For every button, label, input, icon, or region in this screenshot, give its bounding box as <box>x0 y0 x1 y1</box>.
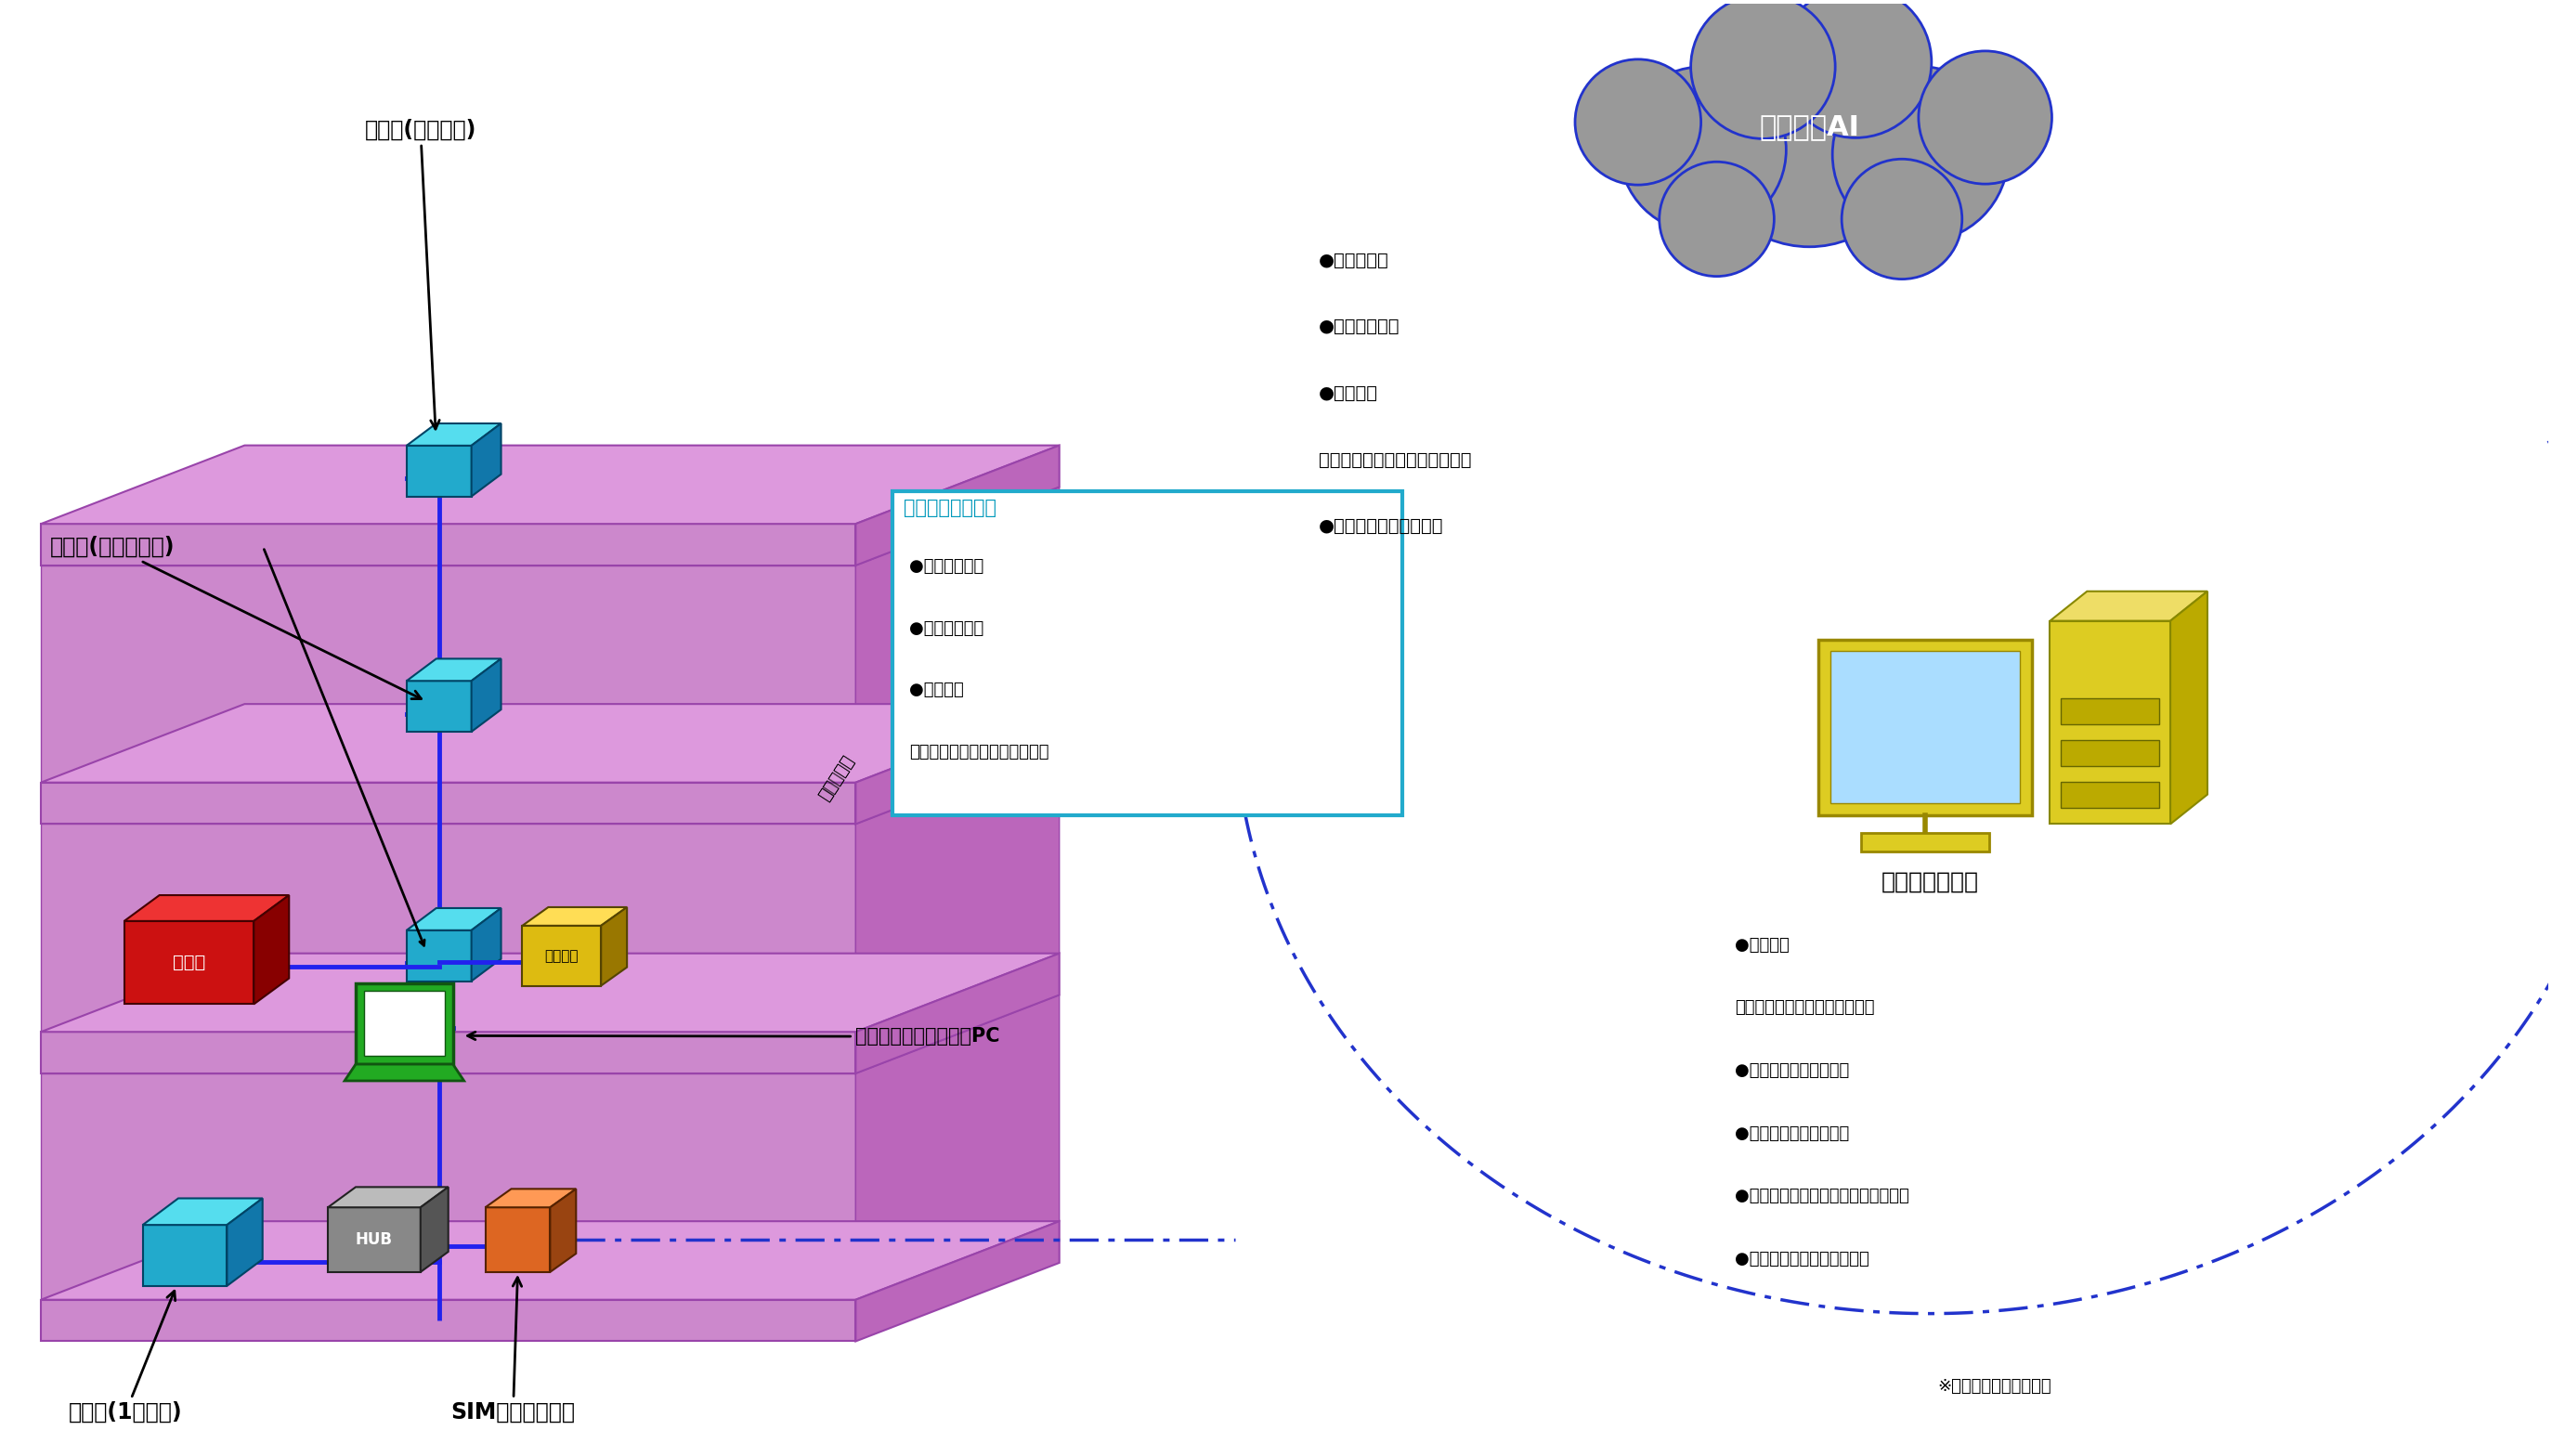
Polygon shape <box>2169 591 2207 824</box>
Text: ●簡易分析: ●簡易分析 <box>1735 936 1789 954</box>
Polygon shape <box>41 954 1059 1032</box>
FancyBboxPatch shape <box>2062 740 2159 766</box>
Text: （震度計算、応答予測など）: （震度計算、応答予測など） <box>1735 1000 1876 1016</box>
Polygon shape <box>406 424 500 446</box>
Polygon shape <box>855 705 1059 824</box>
Text: 制御・分析ソフト搭載PC: 制御・分析ソフト搭載PC <box>467 1028 1000 1045</box>
Text: 防災監視室: 防災監視室 <box>817 753 857 804</box>
Polygon shape <box>41 1300 855 1341</box>
Text: ●適宜遠隔操作（作動確認）: ●適宜遠隔操作（作動確認） <box>1735 1251 1871 1268</box>
Polygon shape <box>485 1207 551 1273</box>
Text: ●地震動の計測: ●地震動の計測 <box>909 558 985 575</box>
FancyBboxPatch shape <box>1860 833 1988 852</box>
Polygon shape <box>523 926 602 986</box>
FancyBboxPatch shape <box>1830 651 2019 802</box>
Text: ●データの記録: ●データの記録 <box>909 620 985 636</box>
Text: モニター: モニター <box>544 949 579 962</box>
Polygon shape <box>855 994 1059 1300</box>
Polygon shape <box>355 983 452 1064</box>
Polygon shape <box>41 565 855 782</box>
Polygon shape <box>406 658 500 681</box>
Text: ●データ蓄積: ●データ蓄積 <box>1319 252 1388 269</box>
Polygon shape <box>855 745 1059 1032</box>
Polygon shape <box>472 424 500 496</box>
Polygon shape <box>125 922 253 1005</box>
Text: ●簡易分析: ●簡易分析 <box>1319 384 1378 402</box>
Polygon shape <box>41 824 855 1032</box>
Text: （震度計算、応答予測など）: （震度計算、応答予測など） <box>909 744 1049 760</box>
Polygon shape <box>41 1073 855 1300</box>
Text: 記録器: 記録器 <box>174 954 204 971</box>
Text: SIM通信デバイス: SIM通信デバイス <box>452 1277 574 1424</box>
Polygon shape <box>125 895 288 922</box>
FancyBboxPatch shape <box>2062 699 2159 724</box>
Circle shape <box>1843 159 1962 280</box>
Polygon shape <box>855 954 1059 1073</box>
Polygon shape <box>472 658 500 732</box>
Text: クラウドAI: クラウドAI <box>1758 114 1860 140</box>
Polygon shape <box>551 1190 577 1273</box>
Circle shape <box>1659 162 1774 277</box>
Polygon shape <box>602 907 628 986</box>
Polygon shape <box>421 1187 449 1273</box>
Text: ●被災度評価および出力: ●被災度評価および出力 <box>1735 1063 1850 1079</box>
Polygon shape <box>41 524 855 565</box>
Polygon shape <box>143 1224 227 1286</box>
Circle shape <box>1702 35 1917 246</box>
Polygon shape <box>406 446 472 496</box>
Text: ●データベース: ●データベース <box>1319 317 1401 335</box>
Text: ●解析モデル上でのシミュレーション: ●解析モデル上でのシミュレーション <box>1735 1188 1909 1204</box>
Polygon shape <box>472 909 500 981</box>
Text: HUB: HUB <box>355 1232 393 1248</box>
Polygon shape <box>41 1032 855 1073</box>
Text: 地震計(中間階設置): 地震計(中間階設置) <box>51 536 421 699</box>
FancyBboxPatch shape <box>1820 639 2031 815</box>
Text: ●簡易分析: ●簡易分析 <box>909 681 965 699</box>
Polygon shape <box>143 1198 263 1224</box>
Polygon shape <box>41 446 1059 524</box>
Polygon shape <box>855 486 1059 782</box>
Polygon shape <box>855 446 1059 565</box>
Polygon shape <box>41 705 1059 782</box>
Polygon shape <box>345 1064 464 1080</box>
Text: ※電気系統の記載は除外: ※電気系統の記載は除外 <box>1937 1379 2052 1395</box>
Text: ●被災度評価および出力: ●被災度評価および出力 <box>1319 517 1444 534</box>
Polygon shape <box>406 909 500 930</box>
Circle shape <box>1621 67 1786 233</box>
Polygon shape <box>406 930 472 981</box>
Polygon shape <box>327 1207 421 1273</box>
Circle shape <box>1832 67 2008 242</box>
Polygon shape <box>2049 620 2169 824</box>
Polygon shape <box>2049 591 2207 620</box>
FancyBboxPatch shape <box>893 492 1401 815</box>
Circle shape <box>1919 51 2052 183</box>
Circle shape <box>1692 0 1835 138</box>
Polygon shape <box>227 1198 263 1286</box>
Polygon shape <box>406 681 472 732</box>
Polygon shape <box>253 895 288 1005</box>
FancyBboxPatch shape <box>2062 782 2159 808</box>
Circle shape <box>1575 60 1702 185</box>
Polygon shape <box>41 782 855 824</box>
Polygon shape <box>485 1190 577 1207</box>
Polygon shape <box>365 992 444 1056</box>
Text: 建物内部での処理: 建物内部での処理 <box>903 499 998 517</box>
Text: 地震計(屋上設置): 地震計(屋上設置) <box>365 118 477 430</box>
Polygon shape <box>327 1187 449 1207</box>
Text: （震度計算、被災予測など）: （震度計算、被災予測など） <box>1319 451 1473 469</box>
Polygon shape <box>41 1222 1059 1300</box>
Polygon shape <box>855 1222 1059 1341</box>
Text: ●計測データの精密分析: ●計測データの精密分析 <box>1735 1125 1850 1142</box>
Circle shape <box>1779 0 1932 138</box>
Polygon shape <box>523 907 628 926</box>
Text: 管理用サーバー: 管理用サーバー <box>1881 871 1978 893</box>
Text: 地震計(1階設置): 地震計(1階設置) <box>69 1291 184 1424</box>
